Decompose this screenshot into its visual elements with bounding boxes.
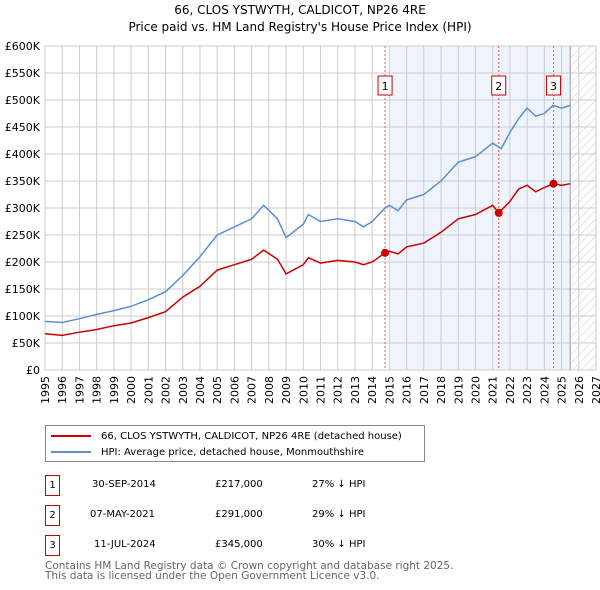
sale-badge: 2 — [45, 505, 60, 526]
y-tick-label: £450K — [5, 121, 41, 134]
x-tick-label: 2016 — [401, 376, 414, 404]
y-tick-label: £50K — [12, 337, 41, 350]
x-tick-label: 2015 — [383, 376, 396, 404]
sale-date: 30-SEP-2014 — [92, 479, 156, 490]
x-tick-label: 2026 — [573, 376, 586, 404]
sale-badge: 1 — [45, 475, 60, 496]
legend-label: HPI: Average price, detached house, Monm… — [101, 446, 365, 458]
y-tick-label: £500K — [5, 94, 41, 107]
x-tick-label: 1999 — [108, 376, 121, 404]
transaction-row: 3 11-JUL-2024 £345,000 30% ↓ HPI — [45, 535, 465, 556]
transaction-row: 1 30-SEP-2014 £217,000 27% ↓ HPI — [45, 475, 465, 496]
chart-subtitle: Price paid vs. HM Land Registry's House … — [128, 20, 472, 34]
x-tick-label: 2004 — [194, 376, 207, 404]
y-tick-label: £0 — [26, 364, 40, 377]
price-chart: £0 £50K £100K £150K £200K £250K £300K £350K £400… — [5, 40, 600, 404]
sale-marker-label: 3 — [550, 80, 557, 93]
legend-swatch-red — [51, 435, 91, 437]
x-tick-label: 2017 — [418, 376, 431, 404]
footer-licence: This data is licensed under the Open Gov… — [45, 570, 380, 582]
x-tick-label: 2024 — [538, 376, 551, 404]
legend-item-property: 66, CLOS YSTWYTH, CALDICOT, NP26 4RE (de… — [51, 428, 402, 444]
sale-hpi-diff: 30% ↓ HPI — [312, 539, 366, 550]
x-tick-label: 2022 — [504, 376, 517, 404]
sale-point — [494, 208, 503, 217]
sale-marker-label: 1 — [382, 80, 389, 93]
x-tick-label: 2008 — [263, 376, 276, 404]
x-tick-label: 2014 — [366, 376, 379, 404]
transaction-row: 2 07-MAY-2021 £291,000 29% ↓ HPI — [45, 505, 465, 526]
y-tick-label: £350K — [5, 175, 41, 188]
x-tick-label: 1998 — [91, 376, 104, 404]
y-tick-label: £100K — [5, 310, 41, 323]
x-tick-label: 1997 — [73, 376, 86, 404]
sale-date: 11-JUL-2024 — [94, 539, 156, 550]
x-tick-label: 2021 — [487, 376, 500, 404]
sale-date: 07-MAY-2021 — [90, 509, 156, 520]
sale-hpi-diff: 29% ↓ HPI — [312, 509, 366, 520]
sale-marker-box — [377, 75, 393, 96]
x-tick-label: 2012 — [332, 376, 345, 404]
y-tick-label: £300K — [5, 202, 41, 215]
chart-title: 66, CLOS YSTWYTH, CALDICOT, NP26 4RE — [174, 3, 426, 17]
x-tick-label: 2003 — [177, 376, 190, 404]
x-tick-label: 1996 — [56, 376, 69, 404]
x-tick-label: 2011 — [315, 376, 328, 404]
x-tick-label: 2005 — [211, 376, 224, 404]
sale-hpi-diff: 27% ↓ HPI — [312, 479, 366, 490]
x-tick-label: 2023 — [521, 376, 534, 404]
sale-price: £217,000 — [215, 479, 263, 490]
y-tick-label: £600K — [5, 40, 41, 53]
sale-price: £345,000 — [215, 539, 263, 550]
x-tick-label: 2019 — [452, 376, 465, 404]
x-tick-label: 2000 — [125, 376, 138, 404]
x-tick-label: 2001 — [142, 376, 155, 404]
sale-point — [549, 179, 558, 188]
sale-point — [381, 248, 390, 257]
sale-badge: 3 — [45, 535, 60, 556]
y-tick-label: £150K — [5, 283, 41, 296]
sale-marker-box — [491, 75, 507, 96]
footer-copyright: Contains HM Land Registry data © Crown c… — [45, 560, 454, 572]
x-tick-label: 2018 — [435, 376, 448, 404]
legend-item-hpi: HPI: Average price, detached house, Monm… — [51, 444, 364, 460]
x-tick-label: 2010 — [297, 376, 310, 404]
x-tick-label: 2025 — [556, 376, 569, 404]
hpi-line — [44, 104, 571, 324]
x-tick-label: 2027 — [590, 376, 600, 404]
x-tick-label: 2006 — [228, 376, 241, 404]
sale-marker-box — [545, 75, 561, 96]
y-tick-label: £250K — [5, 229, 41, 242]
legend-label: 66, CLOS YSTWYTH, CALDICOT, NP26 4RE (de… — [101, 430, 402, 442]
y-tick-label: £400K — [5, 148, 41, 161]
x-tick-label: 1995 — [39, 376, 52, 404]
x-tick-label: 2020 — [469, 376, 482, 404]
y-tick-label: £200K — [5, 256, 41, 269]
x-tick-label: 2013 — [349, 376, 362, 404]
x-tick-label: 2002 — [160, 376, 173, 404]
x-tick-label: 2009 — [280, 376, 293, 404]
legend: 66, CLOS YSTWYTH, CALDICOT, NP26 4RE (de… — [45, 425, 425, 462]
x-tick-label: 2007 — [246, 376, 259, 404]
price-paid-line — [44, 182, 571, 337]
sale-marker-label: 2 — [495, 80, 502, 93]
legend-swatch-blue — [51, 451, 91, 453]
y-tick-label: £550K — [5, 67, 41, 80]
sale-price: £291,000 — [215, 509, 263, 520]
